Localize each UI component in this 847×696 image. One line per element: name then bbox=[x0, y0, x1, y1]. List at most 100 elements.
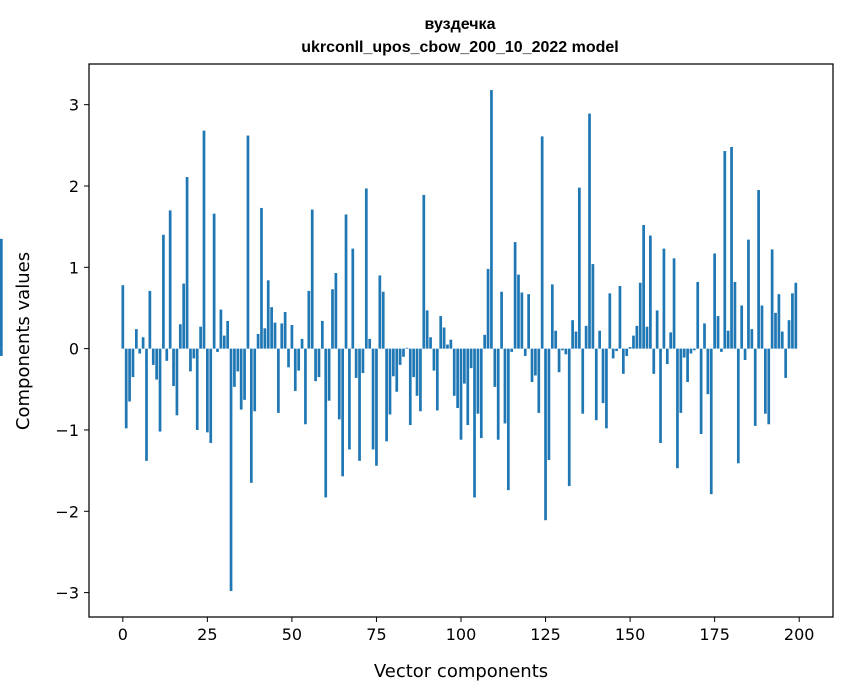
bar bbox=[402, 348, 405, 357]
bar bbox=[686, 348, 689, 382]
bar bbox=[473, 348, 476, 498]
bar bbox=[787, 320, 791, 349]
bar bbox=[767, 348, 771, 425]
bar bbox=[287, 348, 290, 368]
x-tick-label: 75 bbox=[366, 625, 386, 644]
bar bbox=[151, 348, 155, 365]
bar bbox=[385, 348, 388, 442]
bar bbox=[175, 348, 179, 416]
bar bbox=[611, 348, 615, 359]
bar bbox=[520, 292, 524, 349]
x-tick-label: 150 bbox=[615, 625, 646, 644]
bar bbox=[500, 291, 503, 349]
bar bbox=[121, 285, 125, 349]
bar bbox=[162, 234, 165, 349]
bar bbox=[378, 275, 382, 349]
bar bbox=[408, 348, 412, 426]
bar bbox=[358, 348, 361, 461]
bar bbox=[337, 348, 341, 420]
bar bbox=[699, 348, 703, 435]
bar bbox=[659, 348, 662, 443]
bar bbox=[371, 348, 375, 450]
bar bbox=[567, 348, 571, 487]
bar bbox=[713, 253, 716, 349]
bar bbox=[530, 348, 534, 382]
bar bbox=[435, 348, 439, 411]
bar bbox=[564, 348, 568, 355]
plot-frame bbox=[88, 63, 834, 618]
bar bbox=[483, 334, 487, 349]
bar bbox=[561, 348, 564, 351]
bar bbox=[747, 239, 750, 349]
bar bbox=[145, 348, 148, 461]
bar bbox=[523, 348, 527, 356]
bar bbox=[493, 348, 497, 387]
bar bbox=[429, 337, 432, 349]
bar bbox=[246, 135, 250, 349]
bar bbox=[243, 348, 246, 400]
bar bbox=[273, 322, 277, 349]
bar bbox=[635, 325, 639, 349]
bar bbox=[354, 348, 358, 378]
bar bbox=[605, 348, 608, 429]
bar bbox=[388, 348, 392, 415]
bar bbox=[608, 293, 612, 349]
bar bbox=[178, 324, 182, 349]
x-tick-label: 125 bbox=[530, 625, 561, 644]
bar bbox=[456, 348, 459, 408]
bar bbox=[764, 348, 767, 414]
bar bbox=[628, 347, 632, 349]
bar bbox=[554, 330, 558, 349]
bar bbox=[226, 320, 230, 349]
bar bbox=[348, 348, 351, 450]
bar bbox=[534, 348, 537, 376]
bar bbox=[199, 326, 202, 349]
bar bbox=[547, 348, 551, 461]
bar bbox=[236, 348, 240, 372]
bar bbox=[229, 348, 233, 591]
x-tick-label: 100 bbox=[446, 625, 477, 644]
bar bbox=[588, 113, 591, 349]
bar bbox=[0, 238, 3, 349]
bar bbox=[777, 294, 781, 349]
bar bbox=[185, 177, 189, 349]
bar bbox=[594, 348, 598, 421]
x-tick-label: 0 bbox=[118, 625, 128, 644]
bar bbox=[297, 348, 301, 371]
bar bbox=[720, 348, 723, 352]
bar bbox=[581, 348, 585, 414]
bar bbox=[158, 348, 162, 432]
bar bbox=[449, 339, 453, 349]
bar bbox=[327, 348, 331, 401]
bar bbox=[706, 348, 710, 395]
y-tick-label: −2 bbox=[55, 502, 79, 521]
bar bbox=[676, 348, 679, 469]
bar bbox=[222, 335, 226, 349]
bar bbox=[253, 348, 257, 412]
bar bbox=[283, 312, 287, 349]
bar bbox=[432, 348, 436, 371]
bar bbox=[730, 146, 733, 349]
bar bbox=[642, 225, 645, 349]
bar bbox=[0, 348, 3, 356]
bar bbox=[392, 348, 395, 377]
bar bbox=[506, 348, 510, 491]
bar bbox=[750, 329, 754, 349]
bar bbox=[446, 344, 449, 349]
bar bbox=[615, 348, 618, 352]
bar bbox=[540, 136, 544, 349]
bar bbox=[189, 348, 192, 372]
chart-subtitle: ukrconll_upos_cbow_200_10_2022 model bbox=[301, 39, 618, 56]
bar bbox=[138, 348, 142, 354]
bar bbox=[784, 348, 788, 378]
bar bbox=[645, 326, 649, 349]
bar bbox=[486, 268, 490, 349]
bar bbox=[134, 329, 138, 349]
bar bbox=[544, 348, 547, 521]
bar bbox=[574, 331, 578, 349]
bar bbox=[625, 348, 629, 356]
bar bbox=[293, 348, 297, 391]
bar bbox=[368, 338, 372, 349]
bar bbox=[290, 325, 294, 349]
